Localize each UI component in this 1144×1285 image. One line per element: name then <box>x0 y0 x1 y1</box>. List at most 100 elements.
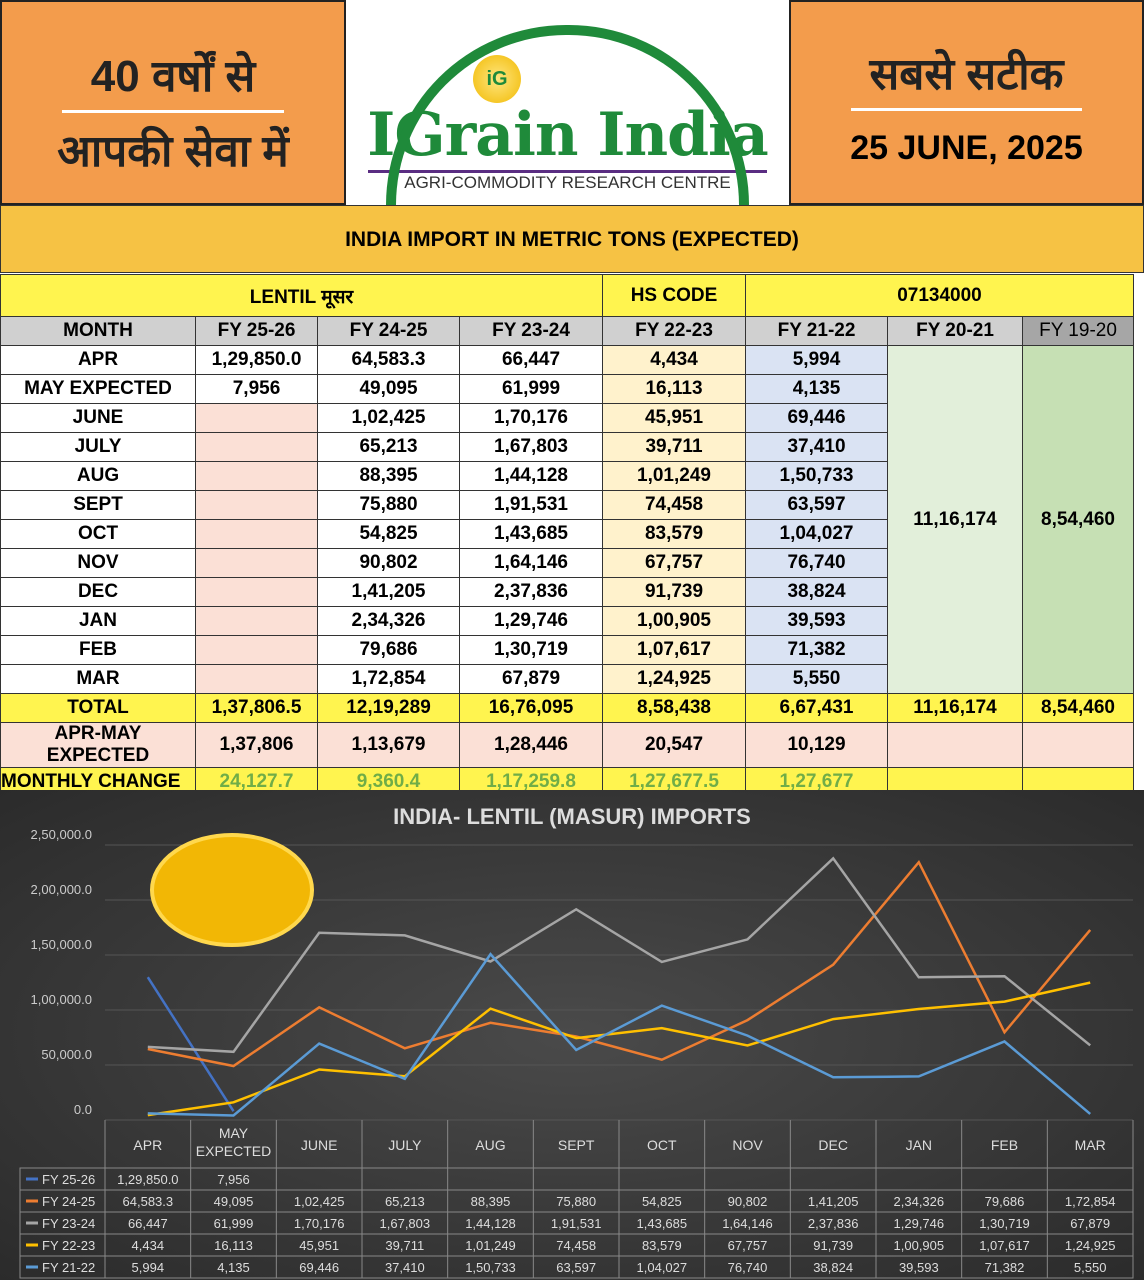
month-label: MAR <box>0 664 196 694</box>
tagline-accurate: सबसे सटीक <box>869 50 1064 99</box>
data-label: 79,686 <box>985 1194 1025 1209</box>
table-cell: 1,72,854 <box>317 664 460 694</box>
table-cell: 1,07,617 <box>602 635 746 665</box>
table-cell: 45,951 <box>602 403 746 433</box>
chart-area: INDIA- LENTIL (MASUR) IMPORTS 0.0 50,000.0… <box>0 790 1144 1280</box>
total-cell: 11,16,174 <box>887 693 1023 723</box>
chart-title: INDIA- LENTIL (MASUR) IMPORTS <box>393 804 751 829</box>
x-tick-label: NOV <box>732 1137 763 1153</box>
data-label: 1,50,733 <box>465 1260 516 1275</box>
table-cell: 39,593 <box>745 606 888 636</box>
fy2021-merged-total: 11,16,174 <box>887 345 1023 694</box>
total-cell: TOTAL <box>0 693 196 723</box>
table-cell: 1,64,146 <box>459 548 603 578</box>
month-label: NOV <box>0 548 196 578</box>
data-label: 16,113 <box>214 1238 253 1253</box>
month-label: OCT <box>0 519 196 549</box>
data-label: 1,70,176 <box>294 1216 345 1231</box>
table-cell: 4,434 <box>602 345 746 375</box>
data-label: 1,72,854 <box>1065 1194 1116 1209</box>
x-tick-label: FEB <box>991 1137 1018 1153</box>
table-cell: 1,29,850.0 <box>195 345 318 375</box>
table-cell: 65,213 <box>317 432 460 462</box>
table-cell: 79,686 <box>317 635 460 665</box>
empty-cell <box>1022 722 1134 768</box>
apr-may-cell: 1,28,446 <box>459 722 603 768</box>
column-header: FY 19-20 <box>1022 316 1134 346</box>
data-label: 7,956 <box>217 1172 250 1187</box>
series-line-fy23-24 <box>147 856 1091 1054</box>
table-cell: 90,802 <box>317 548 460 578</box>
data-label: 74,458 <box>556 1238 596 1253</box>
data-label: 66,447 <box>128 1216 168 1231</box>
table-cell: 71,382 <box>745 635 888 665</box>
data-label: 38,824 <box>813 1260 853 1275</box>
table-cell: 1,00,905 <box>602 606 746 636</box>
table-cell: 1,29,746 <box>459 606 603 636</box>
total-cell: 8,54,460 <box>1022 693 1134 723</box>
data-label: 64,583.3 <box>123 1194 174 1209</box>
data-label: 5,994 <box>132 1260 165 1275</box>
data-label: 1,24,925 <box>1065 1238 1116 1253</box>
series-line-fy24-25 <box>147 859 1092 1068</box>
legend-label: FY 22-23 <box>42 1238 95 1253</box>
empty-cell <box>887 722 1023 768</box>
month-label: FEB <box>0 635 196 665</box>
table-cell: 1,44,128 <box>459 461 603 491</box>
table-cell: 37,410 <box>745 432 888 462</box>
table-cell <box>195 577 318 607</box>
data-label: 45,951 <box>299 1238 339 1253</box>
table-cell: 54,825 <box>317 519 460 549</box>
month-label: JUNE <box>0 403 196 433</box>
month-label: APR <box>0 345 196 375</box>
table-cell: 76,740 <box>745 548 888 578</box>
data-label: 1,29,850.0 <box>117 1172 178 1187</box>
month-label: JULY <box>0 432 196 462</box>
table-cell: 38,824 <box>745 577 888 607</box>
x-tick-label: JULY <box>388 1137 422 1153</box>
data-label: 1,04,027 <box>637 1260 688 1275</box>
data-label: 1,07,617 <box>979 1238 1030 1253</box>
data-label: 1,30,719 <box>979 1216 1030 1231</box>
x-tick-label: JUNE <box>301 1137 338 1153</box>
tagline-years: 40 वर्षों से <box>90 52 256 101</box>
apr-may-cell: 20,547 <box>602 722 746 768</box>
logo-watermark-icon <box>150 833 314 947</box>
data-label: 37,410 <box>385 1260 425 1275</box>
column-header: FY 24-25 <box>317 316 460 346</box>
table-cell: 1,50,733 <box>745 461 888 491</box>
y-tick-label: 1,50,000.0 <box>31 937 92 952</box>
data-label: 83,579 <box>642 1238 682 1253</box>
data-label: 54,825 <box>642 1194 682 1209</box>
table-cell: 1,30,719 <box>459 635 603 665</box>
table-cell: 1,91,531 <box>459 490 603 520</box>
data-label: 91,739 <box>813 1238 853 1253</box>
table-cell: 69,446 <box>745 403 888 433</box>
table-cell: 61,999 <box>459 374 603 404</box>
table-cell: 1,24,925 <box>602 664 746 694</box>
data-label: 88,395 <box>471 1194 511 1209</box>
table-cell: 16,113 <box>602 374 746 404</box>
table-cell: 1,04,027 <box>745 519 888 549</box>
table-cell: 1,02,425 <box>317 403 460 433</box>
table-cell: 2,34,326 <box>317 606 460 636</box>
data-label: 1,01,249 <box>465 1238 516 1253</box>
table-cell: 4,135 <box>745 374 888 404</box>
table-cell <box>195 548 318 578</box>
month-label: SEPT <box>0 490 196 520</box>
table-cell: 91,739 <box>602 577 746 607</box>
data-label: 1,43,685 <box>637 1216 688 1231</box>
table-cell: 83,579 <box>602 519 746 549</box>
commodity-label: LENTIL मूसर <box>0 274 603 317</box>
data-label: 65,213 <box>385 1194 425 1209</box>
data-label: 39,593 <box>899 1260 939 1275</box>
column-header: FY 20-21 <box>887 316 1023 346</box>
column-header: FY 25-26 <box>195 316 318 346</box>
x-tick-label: JAN <box>906 1137 932 1153</box>
line-chart: INDIA- LENTIL (MASUR) IMPORTS 0.0 50,000.0… <box>19 804 1134 1279</box>
table-cell: 67,757 <box>602 548 746 578</box>
hs-code-value: 07134000 <box>745 274 1134 317</box>
table-cell <box>195 403 318 433</box>
data-label: 1,00,905 <box>894 1238 945 1253</box>
legend-label: FY 23-24 <box>42 1216 95 1231</box>
